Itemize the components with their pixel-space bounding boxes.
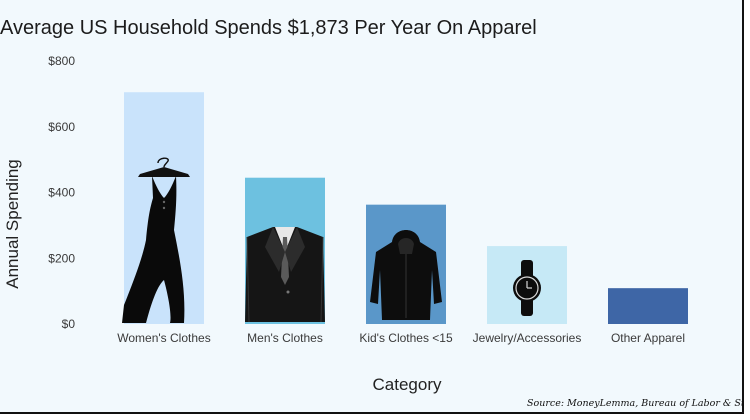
y-tick-label: $0 bbox=[62, 317, 76, 331]
x-axis-category-labels: Women's Clothes Men's Clothes Kid's Clothe… bbox=[117, 331, 685, 345]
bar bbox=[608, 288, 688, 324]
bar-chart: Average US Household Spends $1,873 Per Y… bbox=[0, 17, 744, 409]
chart-frame: Average US Household Spends $1,873 Per Y… bbox=[0, 0, 744, 414]
x-category-label: Other Apparel bbox=[611, 331, 685, 345]
x-axis-title: Category bbox=[373, 375, 442, 394]
y-tick-label: $800 bbox=[48, 54, 75, 68]
x-category-label: Jewelry/Accessories bbox=[473, 331, 582, 345]
x-category-label: Kid's Clothes <15 bbox=[359, 331, 453, 345]
y-axis-title: Annual Spending bbox=[3, 159, 22, 289]
suit-jacket-icon bbox=[245, 227, 325, 323]
y-tick-label: $400 bbox=[48, 186, 75, 200]
wristwatch-icon bbox=[513, 260, 541, 316]
y-tick-label: $200 bbox=[48, 251, 75, 265]
source-note: Source: MoneyLemma, Bureau of Labor & St… bbox=[527, 398, 744, 409]
x-category-label: Women's Clothes bbox=[117, 331, 210, 345]
y-tick-label: $600 bbox=[48, 120, 75, 134]
bars bbox=[122, 92, 688, 324]
hoodie-icon bbox=[370, 230, 442, 320]
y-axis-ticks: $0 $200 $400 $600 $800 bbox=[48, 54, 75, 331]
chart-title: Average US Household Spends $1,873 Per Y… bbox=[0, 17, 537, 39]
dress-icon bbox=[122, 157, 190, 323]
x-category-label: Men's Clothes bbox=[247, 331, 323, 345]
